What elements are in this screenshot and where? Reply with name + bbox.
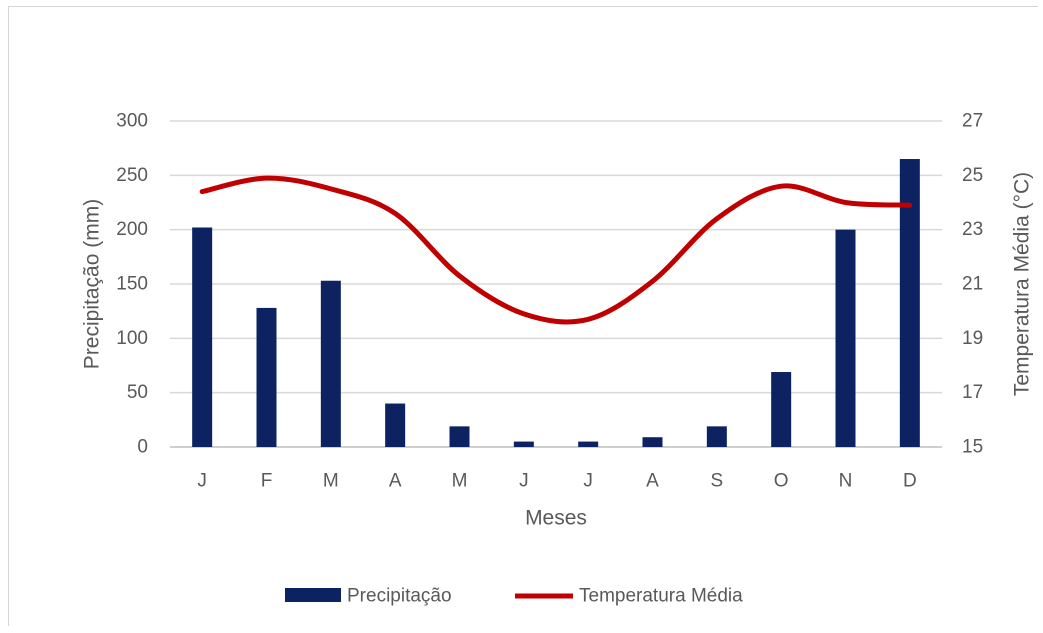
left-tick-label: 300 <box>116 111 148 132</box>
precipitation-bar <box>706 426 727 447</box>
temperature-line-group <box>199 175 913 325</box>
precipitation-bar <box>835 229 856 447</box>
x-tick-label: O <box>774 471 789 492</box>
x-tick-label: F <box>261 471 273 492</box>
x-tick-label: S <box>710 471 723 492</box>
chart-frame <box>8 6 1038 626</box>
right-axis-ticks: 15 17 19 21 23 25 27 <box>962 111 983 458</box>
left-tick-label: 100 <box>116 328 148 349</box>
y-axis-right-label: Temperatura Média (°C) <box>1011 172 1034 396</box>
precipitation-bar <box>449 426 470 447</box>
x-axis-label: Meses <box>525 507 587 530</box>
precipitation-bar <box>385 403 406 447</box>
legend-temperature-label: Temperatura Média <box>579 586 743 607</box>
precipitation-bar <box>192 227 213 447</box>
right-tick-label: 23 <box>962 219 983 240</box>
precipitation-bar <box>899 159 920 448</box>
x-tick-label: A <box>646 471 659 492</box>
precipitation-bar <box>513 441 534 447</box>
right-tick-label: 17 <box>962 382 983 403</box>
left-tick-label: 150 <box>116 274 148 295</box>
legend-precipitation-label: Precipitação <box>347 586 452 607</box>
legend-precipitation-swatch <box>285 588 341 602</box>
legend: Precipitação Temperatura Média <box>285 586 743 607</box>
x-tick-label: J <box>519 471 529 492</box>
temperature-line <box>199 175 913 325</box>
precipitation-bar <box>578 441 599 447</box>
x-tick-label: A <box>389 471 402 492</box>
x-tick-label: M <box>452 471 468 492</box>
left-tick-label: 50 <box>127 382 148 403</box>
x-tick-label: J <box>583 471 593 492</box>
right-tick-label: 15 <box>962 437 983 458</box>
gridlines <box>170 120 942 448</box>
precipitation-bar <box>256 307 277 447</box>
x-tick-label: J <box>197 471 207 492</box>
left-tick-label: 250 <box>116 165 148 186</box>
precipitation-bar <box>771 372 792 447</box>
precipitation-bar <box>642 437 663 447</box>
right-tick-label: 27 <box>962 111 983 132</box>
precipitation-bar <box>320 280 341 447</box>
x-tick-label: N <box>839 471 853 492</box>
right-tick-label: 25 <box>962 165 983 186</box>
left-axis-ticks: 0 50 100 150 200 250 300 <box>116 111 148 458</box>
left-tick-label: 0 <box>137 437 148 458</box>
x-tick-label: M <box>323 471 339 492</box>
right-tick-label: 21 <box>962 274 983 295</box>
y-axis-left-label: Precipitação (mm) <box>81 199 104 369</box>
left-tick-label: 200 <box>116 219 148 240</box>
right-tick-label: 19 <box>962 328 983 349</box>
x-tick-label: D <box>903 471 917 492</box>
precipitation-bars <box>192 159 920 448</box>
